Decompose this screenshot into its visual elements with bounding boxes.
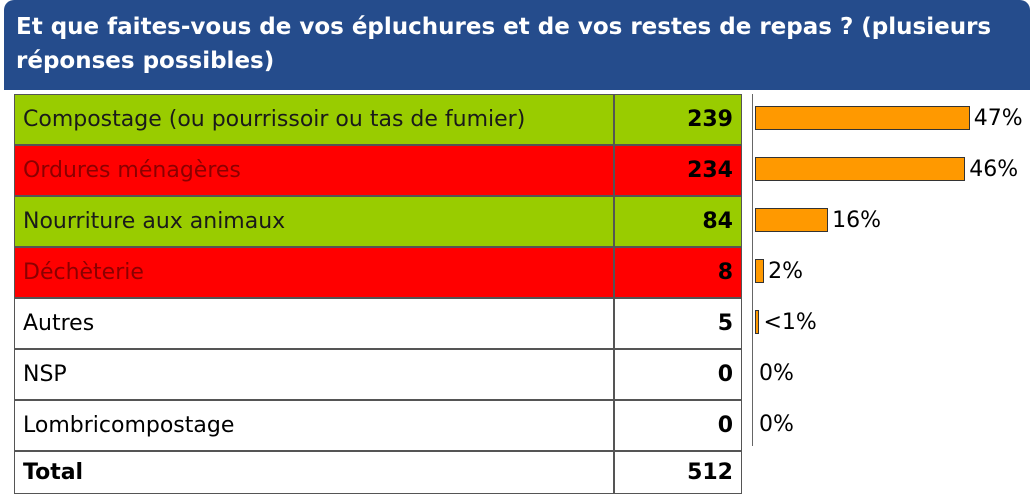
- percent-label: 0%: [759, 412, 794, 437]
- row-count: 0: [614, 349, 742, 400]
- percent-label: <1%: [763, 310, 817, 335]
- percent-label: 16%: [832, 208, 882, 233]
- row-label: Autres: [14, 298, 614, 349]
- total-label: Total: [14, 451, 614, 494]
- row-label: Nourriture aux animaux: [14, 196, 614, 247]
- row-label: Ordures ménagères: [14, 145, 614, 196]
- header-title: Et que faites-vous de vos épluchures et …: [4, 0, 1030, 90]
- bar: [755, 106, 970, 130]
- bar: [755, 310, 760, 334]
- row-count: 0: [614, 400, 742, 451]
- axis-line: [752, 94, 753, 446]
- percent-label: 0%: [759, 361, 794, 386]
- total-count: 512: [614, 451, 742, 494]
- row-label: Compostage (ou pourrissoir ou tas de fum…: [14, 94, 614, 145]
- bar: [755, 259, 765, 283]
- percent-label: 46%: [969, 157, 1019, 182]
- row-count: 84: [614, 196, 742, 247]
- percent-label: 47%: [973, 106, 1023, 131]
- bar: [755, 157, 966, 181]
- row-count: 5: [614, 298, 742, 349]
- row-label: Lombricompostage: [14, 400, 614, 451]
- row-count: 239: [614, 94, 742, 145]
- percent-label: 2%: [768, 259, 804, 284]
- row-count: 8: [614, 247, 742, 298]
- row-count: 234: [614, 145, 742, 196]
- row-label: Déchèterie: [14, 247, 614, 298]
- bar: [755, 208, 829, 232]
- row-label: NSP: [14, 349, 614, 400]
